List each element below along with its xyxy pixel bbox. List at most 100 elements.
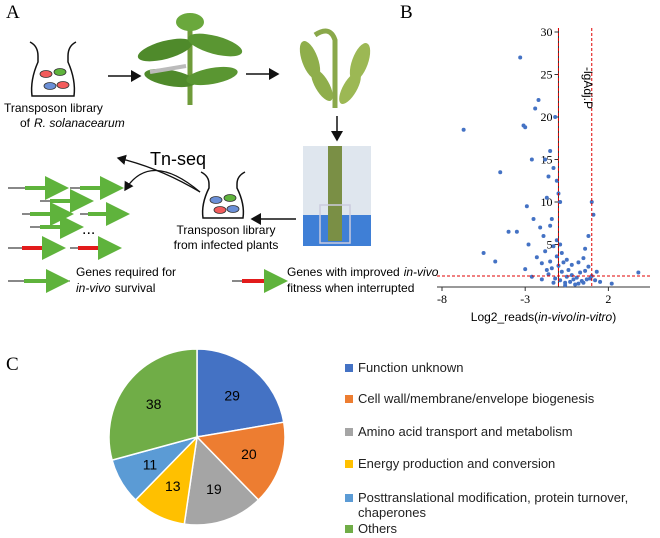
legend-text: Genes required for xyxy=(76,265,176,279)
gene-reads xyxy=(8,176,130,260)
point xyxy=(594,269,599,274)
x-tick-label: -3 xyxy=(520,292,530,306)
legend-label: Cell wall/membrane/envelope biogenesis xyxy=(358,391,595,406)
pie-slice xyxy=(195,421,286,502)
point xyxy=(583,246,588,251)
point xyxy=(546,272,551,277)
point xyxy=(534,255,539,260)
bacteria xyxy=(39,68,70,90)
panel-label: C xyxy=(6,354,19,375)
point xyxy=(566,268,571,272)
legend-text: fitness when interrupted xyxy=(287,281,414,295)
ellipsis: ... xyxy=(82,221,95,238)
point xyxy=(549,266,554,271)
point xyxy=(543,249,548,254)
point xyxy=(564,274,569,279)
point xyxy=(531,217,536,221)
legend-item: Energy production and conversion xyxy=(345,456,650,471)
point xyxy=(548,223,553,228)
point xyxy=(558,200,563,204)
point xyxy=(524,204,529,209)
caption: of R. solanacearum xyxy=(20,116,125,130)
point xyxy=(574,275,579,280)
legend-item: Cell wall/membrane/envelope biogenesis xyxy=(345,391,650,406)
point xyxy=(576,281,581,286)
legend-text: in-vivo survival xyxy=(76,281,155,295)
point xyxy=(573,282,578,287)
y-tick-label: 25 xyxy=(540,68,552,82)
point xyxy=(576,260,581,265)
legend-swatch xyxy=(345,395,353,403)
point xyxy=(506,229,511,234)
point xyxy=(544,195,549,200)
point xyxy=(546,174,551,179)
data-label: 20 xyxy=(241,446,257,462)
x-axis-label: in-vitro xyxy=(576,310,612,324)
point xyxy=(586,264,591,269)
y-tick-label: 30 xyxy=(540,25,552,39)
bacteria xyxy=(209,194,240,214)
point xyxy=(551,166,556,170)
point xyxy=(559,251,564,255)
legend-label: Function unknown xyxy=(358,360,464,375)
point xyxy=(598,279,603,284)
legend-item: Function unknown xyxy=(345,360,650,375)
point xyxy=(558,242,563,247)
point xyxy=(563,283,568,288)
point xyxy=(584,277,589,282)
flask xyxy=(200,171,246,219)
point xyxy=(536,98,541,102)
point xyxy=(554,254,559,259)
caption: Transposon library xyxy=(177,223,276,237)
y-tick-label: 20 xyxy=(540,110,552,124)
stem-photo xyxy=(303,146,371,246)
point xyxy=(548,259,553,264)
point xyxy=(526,242,531,247)
point xyxy=(538,225,543,230)
point xyxy=(544,268,549,272)
point xyxy=(554,178,559,183)
legend-label: Posttranslational modification, protein … xyxy=(358,490,629,520)
point xyxy=(529,274,534,279)
point xyxy=(581,280,586,285)
point xyxy=(539,277,544,282)
point xyxy=(543,157,548,162)
point xyxy=(588,276,593,281)
point xyxy=(533,106,538,111)
legend-swatch xyxy=(345,525,353,533)
caption: Transposon library xyxy=(4,101,103,115)
point xyxy=(591,212,596,217)
plant-photo xyxy=(299,28,371,108)
arrow xyxy=(116,154,201,193)
point xyxy=(518,55,523,60)
arrow xyxy=(124,169,201,193)
panel-label: B xyxy=(400,2,413,23)
point xyxy=(593,278,598,283)
point xyxy=(558,278,563,283)
point xyxy=(589,200,594,204)
legend-text: Genes with improved xyxy=(287,265,400,279)
point xyxy=(461,127,466,132)
data-label: 11 xyxy=(143,457,158,473)
point xyxy=(553,115,558,119)
point xyxy=(548,149,553,153)
method-label: Tn-seq xyxy=(150,149,206,169)
point xyxy=(539,261,544,266)
point xyxy=(569,273,574,278)
point xyxy=(551,280,556,285)
plant-photo xyxy=(137,13,243,105)
y-tick-label: 5 xyxy=(546,238,552,252)
legend-text: in-vivo xyxy=(76,281,111,295)
legend-label: Energy production and conversion xyxy=(358,456,556,471)
legend-swatch xyxy=(345,364,353,372)
point xyxy=(609,281,614,286)
y-axis-label: -lgAdj.P xyxy=(581,67,595,109)
point xyxy=(581,256,586,261)
caption: R. solanacearum xyxy=(34,116,125,130)
legend-text: survival xyxy=(115,281,156,295)
x-axis-label: ) xyxy=(612,310,616,324)
point xyxy=(514,229,519,234)
pie-slice xyxy=(108,348,198,462)
legend-swatch xyxy=(345,494,353,502)
